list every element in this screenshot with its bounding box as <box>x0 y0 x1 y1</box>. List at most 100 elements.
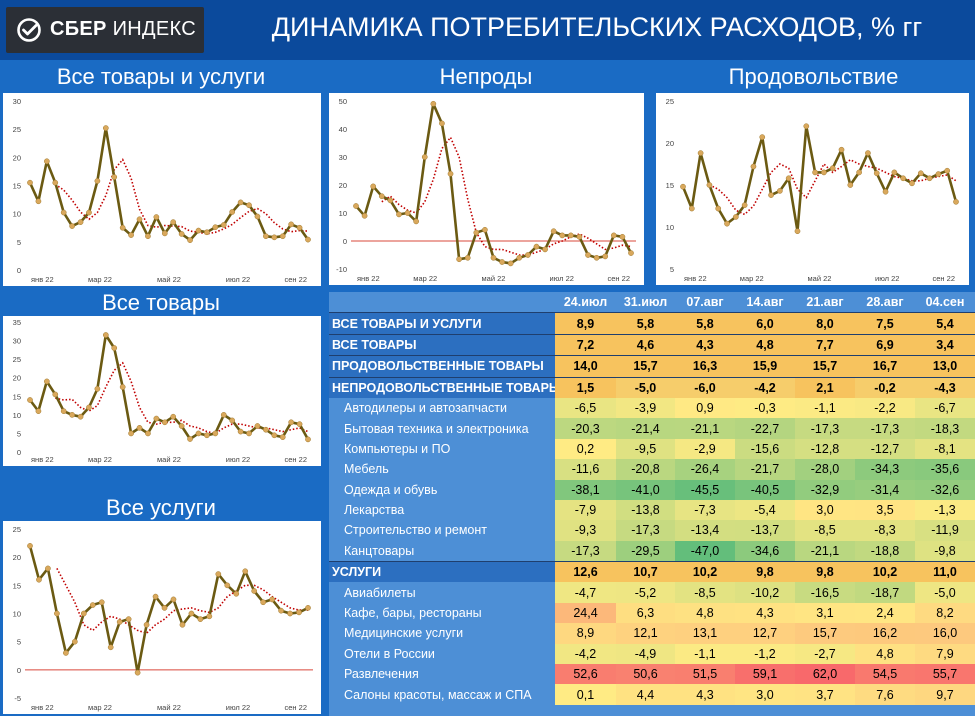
data-point <box>585 252 591 258</box>
chart-svg-goods: 0 5 10 15 20 25 30 35 янв 22 мар 22 май 22 июл 22 се… <box>13 318 311 464</box>
heat-cell: -7,3 <box>675 499 735 521</box>
heat-cell: -32,9 <box>795 479 855 500</box>
heat-cell: 10,2 <box>855 561 915 583</box>
y-tick-label: 15 <box>13 581 21 590</box>
heat-cell: 59,1 <box>735 664 795 685</box>
heat-cell: -17,3 <box>555 540 616 562</box>
heat-cell: -9,8 <box>915 540 975 562</box>
heat-cell: -34,3 <box>855 459 915 480</box>
data-point <box>715 205 722 212</box>
data-point <box>287 610 293 617</box>
data-point <box>944 167 951 174</box>
x-tick-label: май 22 <box>157 703 181 712</box>
heat-cell: -21,1 <box>675 418 735 439</box>
data-point <box>102 332 109 338</box>
data-point <box>882 188 889 195</box>
x-tick-label: июл 22 <box>550 274 574 283</box>
column-header: 04.сен <box>915 292 975 313</box>
data-point <box>152 593 159 600</box>
y-tick-label: 0 <box>17 666 21 675</box>
heat-cell: -31,4 <box>855 479 915 500</box>
heat-cell: 14,0 <box>555 355 616 378</box>
data-point <box>777 188 783 194</box>
heatmap-grid: 24.июл 31.июл 07.авг 14.авг 21.авг 28.авг 04.с… <box>329 292 975 705</box>
data-point <box>387 197 394 204</box>
heat-cell: 13,1 <box>675 623 735 644</box>
data-point <box>559 232 566 239</box>
heat-cell: -8,1 <box>915 438 975 460</box>
data-point <box>263 426 269 433</box>
data-point <box>116 619 123 625</box>
row-label: Лекарства <box>329 499 555 521</box>
heat-cell: 3,0 <box>795 499 855 521</box>
heat-cell: 7,7 <box>795 333 855 356</box>
heat-cell: 5,8 <box>616 312 675 335</box>
heat-cell: 7,9 <box>915 643 975 665</box>
data-point <box>464 254 471 261</box>
data-point <box>550 228 557 235</box>
y-tick-label: 10 <box>666 223 674 232</box>
y-tick-label: 20 <box>666 139 674 148</box>
heat-cell: 4,8 <box>855 643 915 665</box>
heat-cell: 50,6 <box>616 664 675 685</box>
row-label: Отели в России <box>329 643 555 665</box>
heat-cell: -15,6 <box>735 438 795 460</box>
data-point <box>119 224 126 231</box>
heat-cell: 7,2 <box>555 333 616 356</box>
data-point <box>680 183 686 190</box>
chart-title-food: Продовольствие <box>728 64 899 89</box>
data-point <box>35 408 42 414</box>
data-point <box>233 590 240 597</box>
data-point <box>170 413 177 420</box>
table-row: Медицинские услуги 8,9 12,1 13,1 12,7 15,7 16,… <box>329 623 975 644</box>
data-point <box>251 588 258 594</box>
heat-cell: -0,3 <box>735 397 795 419</box>
row-label: Развлечения <box>329 664 555 685</box>
data-point <box>206 613 213 620</box>
heat-cell: 4,8 <box>735 333 795 356</box>
heat-cell: 0,9 <box>675 397 735 419</box>
heat-cell: -13,4 <box>675 520 735 541</box>
y-tick-label: 20 <box>13 553 21 562</box>
heat-cell: -6,0 <box>675 376 735 398</box>
heat-cell: -10,2 <box>735 582 795 603</box>
table-row: Строительство и ремонт -9,3 -17,3 -13,4 -13,… <box>329 520 975 541</box>
table-row: Салоны красоты, массаж и СПА 0,1 4,4 4,3 3,0… <box>329 684 975 705</box>
heat-cell: 5,4 <box>915 312 975 335</box>
header-bar: СБЕР ИНДЕКС ДИНАМИКА ПОТРЕБИТЕЛЬСКИХ РАС… <box>0 0 975 60</box>
data-point <box>45 565 51 572</box>
heat-cell: -12,7 <box>855 438 915 460</box>
heat-cell: 9,8 <box>795 561 855 583</box>
x-tick-label: мар 22 <box>88 455 112 464</box>
row-label: ВСЕ ТОВАРЫ И УСЛУГИ <box>329 312 555 335</box>
data-point <box>507 260 514 267</box>
data-point <box>525 252 531 258</box>
y-tick-label: 10 <box>13 210 21 219</box>
series-line <box>28 126 310 242</box>
data-point <box>421 154 428 160</box>
y-tick-label: 30 <box>13 337 21 346</box>
data-point <box>246 430 252 437</box>
data-point <box>111 174 118 180</box>
data-point <box>63 650 69 656</box>
heat-cell: -11,6 <box>555 459 616 480</box>
data-point <box>271 432 278 439</box>
heat-cell: 12,6 <box>555 561 616 583</box>
logo-text: СБЕР ИНДЕКС <box>50 18 196 41</box>
data-point <box>724 220 730 227</box>
data-point <box>43 158 50 165</box>
heat-cell: -17,3 <box>795 418 855 439</box>
heat-cell: 16,7 <box>855 355 915 378</box>
heat-cell: -12,8 <box>795 438 855 460</box>
chart-all-services: -5 0 5 10 15 20 25 янв 22 мар 22 май 22 июл 22 сен … <box>3 521 321 714</box>
heat-cell: 3,1 <box>795 602 855 624</box>
heat-cell: -40,5 <box>735 479 795 500</box>
y-tick-label: 20 <box>13 153 21 162</box>
y-tick-label: 15 <box>13 392 21 401</box>
table-row: Развлечения 52,6 50,6 51,5 59,1 62,0 54,5 55,7 <box>329 664 975 685</box>
data-point <box>136 425 143 431</box>
heat-cell: 8,0 <box>795 312 855 335</box>
data-point <box>490 254 497 261</box>
data-point <box>829 165 836 172</box>
x-tick-label: май 22 <box>482 274 506 283</box>
